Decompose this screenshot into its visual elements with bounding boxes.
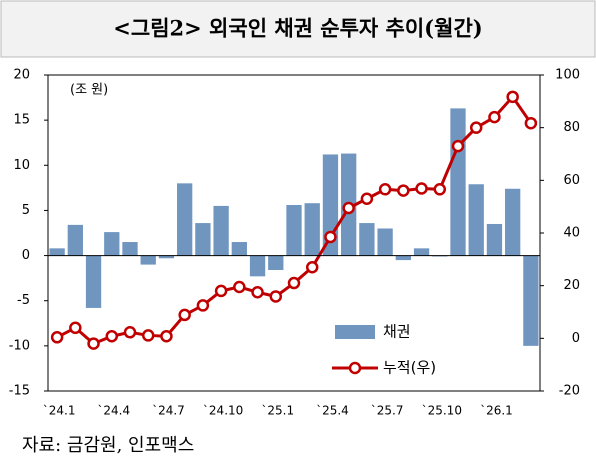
bar [359,223,375,256]
x-tick-label: `25.1 [261,404,294,418]
bar [377,228,393,256]
bar [140,255,156,265]
bar [523,255,539,346]
y2-tick-label: 80 [563,120,580,135]
bar [177,183,193,256]
marker [469,121,483,134]
bar [395,255,411,261]
marker [251,286,264,299]
y2-tick-label: 100 [555,68,580,83]
bar [505,188,521,256]
marker [451,139,465,153]
bar [231,242,247,256]
x-tick-label: `25.10 [422,404,462,418]
marker [141,329,155,342]
y2-tick-label: -20 [559,384,580,399]
bar [304,203,320,256]
marker [269,290,283,303]
y-axis-label: (조 원) [70,83,108,98]
marker [69,321,82,335]
marker [105,329,119,343]
y2-tick-label: 20 [563,278,580,293]
bar [249,255,266,277]
legend-swatch [335,325,375,339]
marker [378,183,392,196]
legend-label: 채권 [383,323,411,341]
marker [342,201,355,215]
bar [85,255,102,308]
marker [87,337,100,350]
marker [178,308,191,322]
bar [213,205,229,256]
y-tick-label: 15 [13,113,30,128]
x-tick-label: `24.1 [43,404,76,418]
bar [104,232,120,256]
x-tick-label: `24.7 [152,404,185,418]
bar [268,255,284,271]
x-tick-label: `25.7 [371,404,404,418]
marker [397,184,410,197]
y2-tick-label: 40 [563,226,580,241]
y2-tick-label: 0 [572,331,580,346]
marker [214,284,228,298]
marker [324,230,337,244]
bar [486,223,503,256]
marker [360,192,374,206]
y2-tick-label: 60 [563,173,580,188]
y-tick-label: 10 [13,158,30,173]
x-tick-label: `24.4 [97,404,130,418]
x-tick-label: `26.1 [480,404,513,418]
legend-marker [348,361,362,375]
x-tick-label: `25.4 [316,404,349,418]
marker [196,299,210,312]
bar [450,108,466,256]
y-tick-label: 20 [13,68,30,83]
y-tick-label: -5 [17,293,30,308]
chart-title: <그림2> 외국인 채권 순투자 추이(월간) [113,16,482,41]
bar [122,242,138,256]
y-tick-label: 0 [22,248,30,263]
bar [49,248,65,256]
bar [413,248,430,256]
marker [160,329,173,343]
marker [433,183,447,196]
bar [67,224,83,256]
marker [287,276,301,290]
marker [488,110,501,124]
marker [233,280,246,294]
bar [286,205,302,256]
bar [195,223,211,256]
y-tick-label: -10 [9,338,30,353]
legend-label: 누적(우) [383,359,436,377]
y-tick-label: 5 [22,203,30,218]
marker [50,331,64,344]
x-tick-label: `24.10 [203,404,243,418]
bar [468,184,484,256]
marker [524,116,538,130]
marker [506,90,519,104]
bar [158,255,175,259]
title-box [0,0,596,58]
marker [415,182,428,195]
marker [305,260,319,274]
y-tick-label: -15 [9,384,30,399]
marker [123,326,137,339]
source: 자료: 금감원, 인포맥스 [22,435,194,456]
